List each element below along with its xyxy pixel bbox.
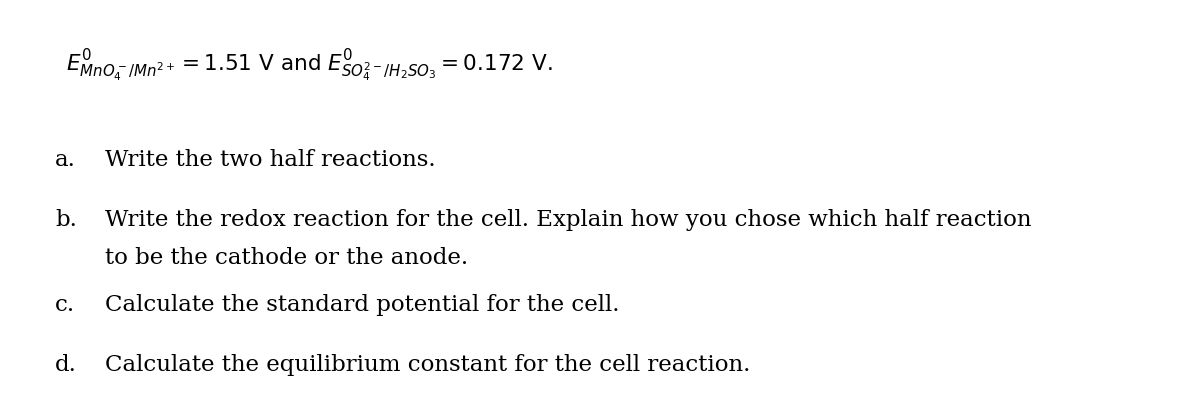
Text: c.: c. <box>55 294 76 316</box>
Text: to be the cathode or the anode.: to be the cathode or the anode. <box>106 247 468 269</box>
Text: $E^{0}_{MnO_4^- / Mn^{2+}}$$ = 1.51\ \mathrm{V\ and\ }$$E^{0}_{SO_4^{2-} / H_2SO: $E^{0}_{MnO_4^- / Mn^{2+}}$$ = 1.51\ \ma… <box>66 46 552 84</box>
Text: b.: b. <box>55 209 77 231</box>
Text: a.: a. <box>55 149 76 171</box>
Text: Calculate the standard potential for the cell.: Calculate the standard potential for the… <box>106 294 619 316</box>
Text: Write the redox reaction for the cell. Explain how you chose which half reaction: Write the redox reaction for the cell. E… <box>106 209 1032 231</box>
Text: d.: d. <box>55 354 77 376</box>
Text: Calculate the equilibrium constant for the cell reaction.: Calculate the equilibrium constant for t… <box>106 354 750 376</box>
Text: Write the two half reactions.: Write the two half reactions. <box>106 149 436 171</box>
